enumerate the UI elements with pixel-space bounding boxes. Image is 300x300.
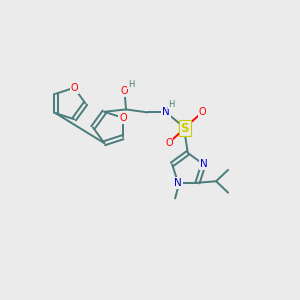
Text: O: O (198, 107, 206, 117)
Text: H: H (128, 80, 134, 89)
Text: O: O (70, 83, 78, 93)
Text: N: N (174, 178, 182, 188)
Text: O: O (121, 86, 128, 96)
Text: S: S (181, 122, 189, 134)
Text: N: N (162, 107, 170, 117)
Text: H: H (168, 100, 175, 109)
Text: N: N (200, 159, 207, 169)
Text: O: O (119, 113, 127, 123)
Text: O: O (165, 138, 173, 148)
